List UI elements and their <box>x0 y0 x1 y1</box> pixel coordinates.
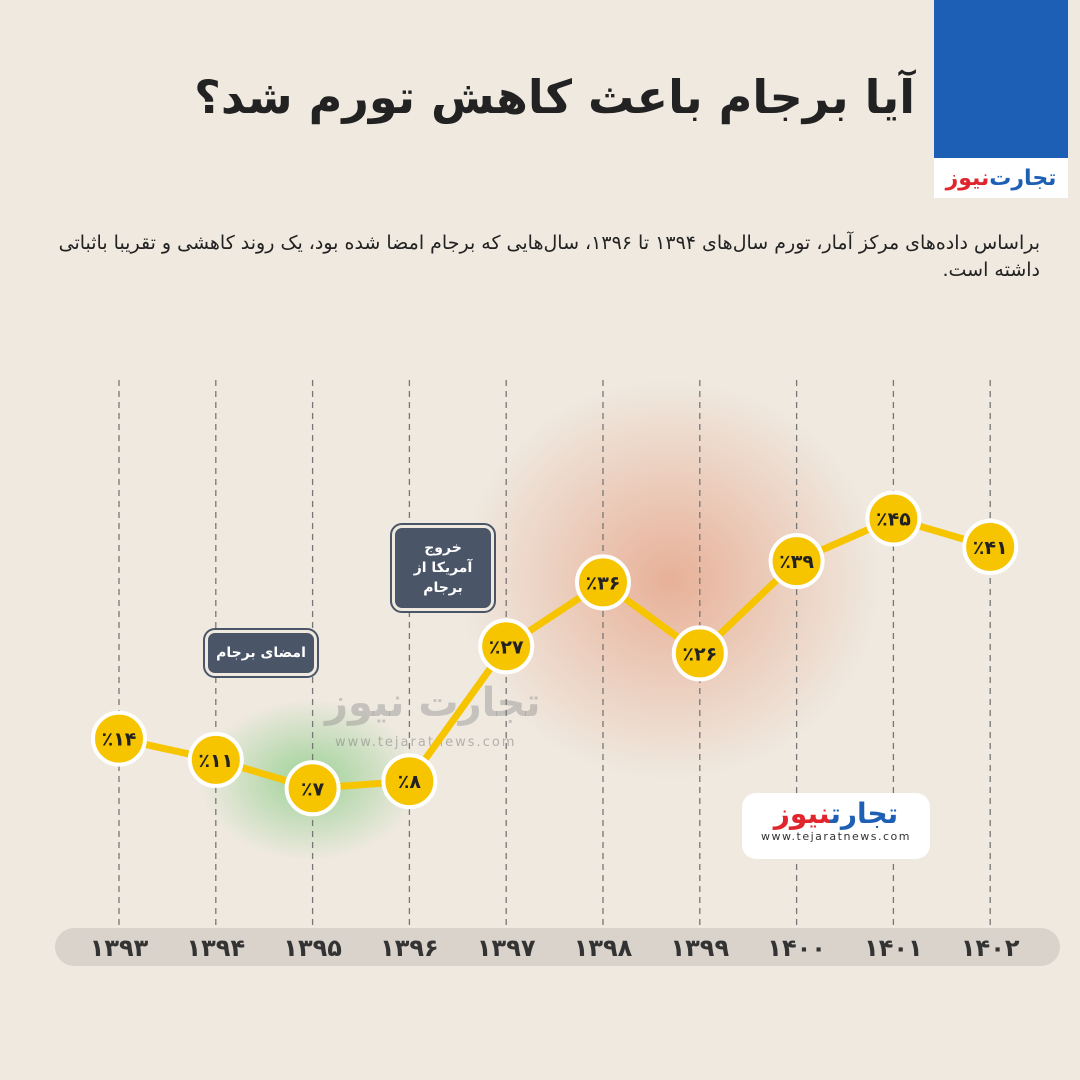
watermark: تجارت نیوز <box>325 680 541 726</box>
x-tick-label: ۱۳۹۴ <box>187 934 246 962</box>
data-label: ٪۲۷ <box>489 636 524 658</box>
annotation-exit: خروج آمریکا از برجام <box>390 523 496 613</box>
data-label: ٪۱۴ <box>102 729 137 751</box>
data-point <box>91 710 147 767</box>
x-axis-band <box>55 928 1060 966</box>
x-tick-label: ۱۴۰۰ <box>767 934 826 962</box>
series-line <box>118 515 992 792</box>
x-tick-label: ۱۳۹۸ <box>574 934 633 962</box>
data-label: ٪۱۱ <box>198 750 233 772</box>
data-point <box>478 618 535 675</box>
logo-card-part2: نیوز <box>773 797 831 830</box>
data-point <box>575 554 631 611</box>
x-tick-label: ۱۴۰۲ <box>961 934 1020 962</box>
subtitle: براساس داده‌های مرکز آمار، تورم سال‌های … <box>58 232 1040 281</box>
data-point <box>671 625 728 682</box>
logo-card-part1: تجارت <box>830 797 899 830</box>
watermark-url: www.tejaratnews.com <box>335 735 517 750</box>
data-point <box>962 518 1019 575</box>
logo-part1: تجارت <box>989 165 1057 191</box>
logo-card-url: www.tejaratnews.com <box>761 830 911 843</box>
data-label: ٪۷ <box>301 778 325 800</box>
x-tick-label: ۱۳۹۵ <box>283 934 342 962</box>
x-tick-label: ۱۴۰۱ <box>864 934 923 962</box>
data-label: ٪۴۵ <box>876 509 911 531</box>
data-label: ٪۸ <box>398 771 422 793</box>
x-tick-label: ۱۳۹۷ <box>477 934 536 962</box>
brand-box <box>934 0 1068 158</box>
data-point <box>284 760 341 817</box>
x-tick-label: ۱۳۹۶ <box>380 934 439 962</box>
data-point <box>865 490 922 547</box>
brand-logo: تجارت نیوز <box>934 158 1068 198</box>
data-point <box>768 533 825 590</box>
data-label: ٪۳۹ <box>779 551 814 573</box>
data-point <box>381 753 438 810</box>
data-point <box>187 731 244 788</box>
data-label: ٪۴۱ <box>973 537 1008 559</box>
data-label: ٪۳۶ <box>586 572 621 594</box>
annotation-signing: امضای برجام <box>203 628 319 678</box>
page-title: آیا برجام باعث کاهش تورم شد؟ <box>194 70 915 124</box>
logo-part2: نیوز <box>945 165 990 191</box>
x-tick-label: ۱۳۹۳ <box>90 934 149 962</box>
logo-card: تجارتنیوز www.tejaratnews.com <box>742 793 930 859</box>
x-tick-label: ۱۳۹۹ <box>671 934 730 962</box>
data-label: ٪۲۶ <box>682 643 717 665</box>
